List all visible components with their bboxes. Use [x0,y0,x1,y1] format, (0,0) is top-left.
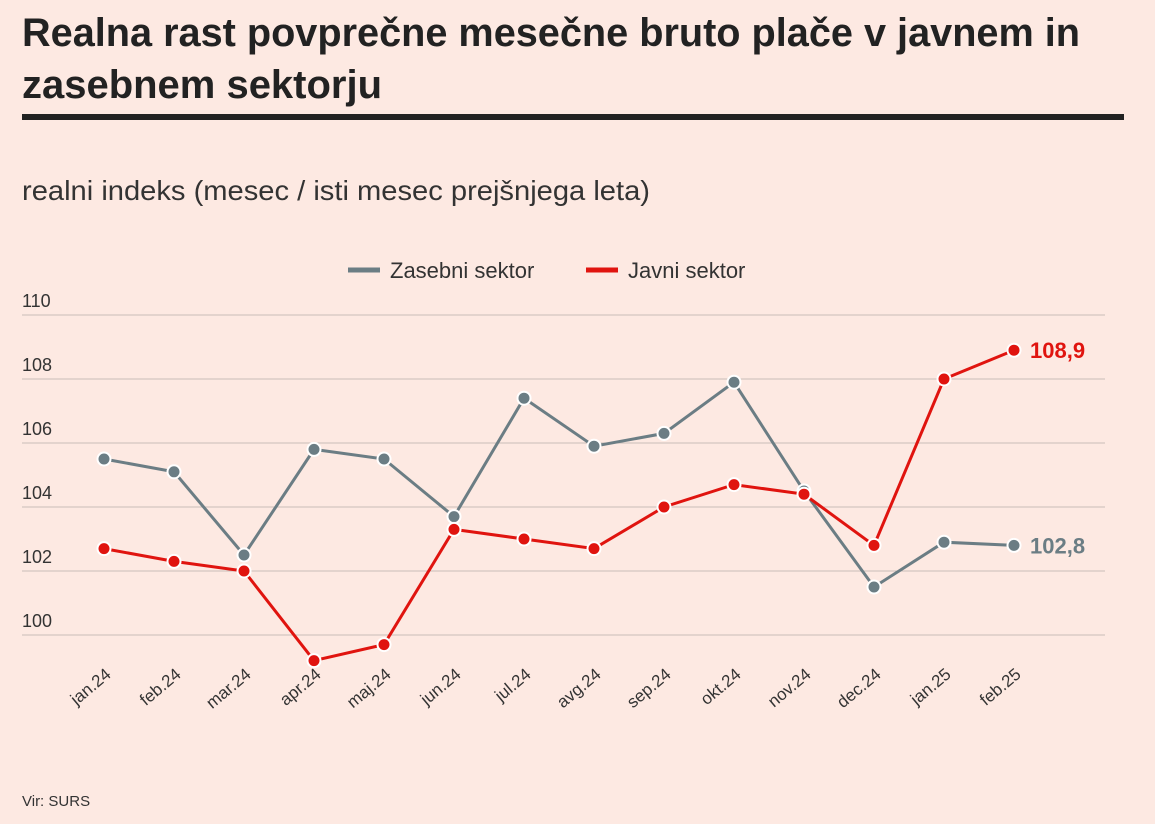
y-tick-label: 110 [22,291,51,311]
point [306,441,322,457]
y-tick-label: 108 [22,355,52,375]
point [1006,537,1022,553]
subtitle: realni indeks (mesec / isti mesec prejšn… [22,175,650,206]
point [236,563,252,579]
point [166,464,182,480]
chart-title: Realna rast povprečne mesečne bruto plač… [22,11,1080,55]
point [936,534,952,550]
y-tick-label: 100 [22,611,52,631]
chart-title: zasebnem sektorju [22,63,382,107]
point [96,451,112,467]
point [516,531,532,547]
point [866,537,882,553]
value-label: 102,8 [1030,533,1085,558]
point [656,499,672,515]
title-rule [22,114,1124,120]
legend-label: Javni sektor [628,258,745,283]
point [166,553,182,569]
point [936,371,952,387]
point [446,521,462,537]
point [446,509,462,525]
y-tick-label: 104 [22,483,52,503]
point [516,390,532,406]
point [586,541,602,557]
point [656,425,672,441]
point [866,579,882,595]
point [376,637,392,653]
point [586,438,602,454]
point [726,477,742,493]
value-label: 108,9 [1030,338,1085,363]
point [796,486,812,502]
y-tick-label: 102 [22,547,52,567]
point [96,541,112,557]
legend-label: Zasebni sektor [390,258,534,283]
point [726,374,742,390]
point [236,547,252,563]
series-line [103,380,1015,590]
point [306,653,322,669]
y-tick-label: 106 [22,419,52,439]
point [1006,342,1022,358]
point [376,451,392,467]
series-line [103,348,1015,663]
source: Vir: SURS [22,793,90,810]
